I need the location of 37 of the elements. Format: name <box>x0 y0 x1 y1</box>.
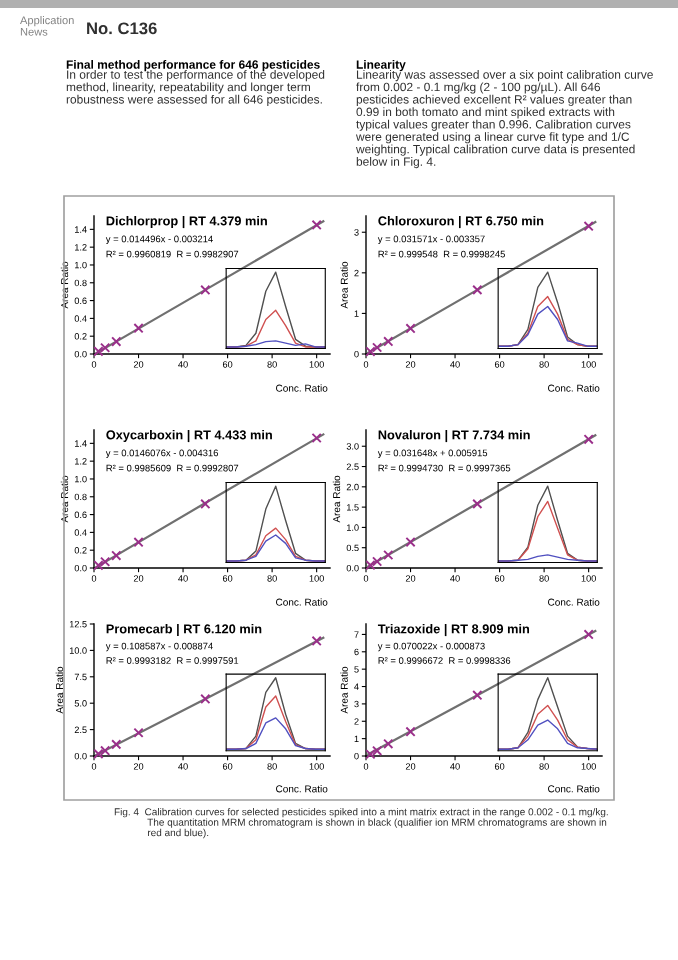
point <box>583 629 594 640</box>
point <box>383 549 394 561</box>
point <box>111 739 122 750</box>
point <box>472 284 483 296</box>
point <box>200 693 211 705</box>
point <box>100 745 111 756</box>
point <box>365 749 376 760</box>
point <box>383 336 394 347</box>
point <box>111 550 122 561</box>
point <box>111 336 122 347</box>
point <box>133 537 144 548</box>
point <box>100 342 111 353</box>
point <box>311 635 322 647</box>
point <box>133 727 144 738</box>
point <box>383 738 394 749</box>
text: No. C136 <box>87 22 157 35</box>
point <box>405 323 416 334</box>
point <box>133 323 144 334</box>
point <box>472 690 483 701</box>
point <box>93 748 104 760</box>
point <box>472 498 483 510</box>
point <box>405 726 416 737</box>
point <box>405 536 416 548</box>
point <box>100 556 111 567</box>
point <box>583 221 594 232</box>
point <box>200 498 211 510</box>
point <box>93 346 104 357</box>
point <box>311 219 322 231</box>
point <box>200 284 211 296</box>
point <box>365 346 376 357</box>
point <box>372 745 383 756</box>
point <box>372 342 383 353</box>
point <box>365 560 376 571</box>
point <box>93 560 104 571</box>
point <box>372 556 383 567</box>
point <box>583 434 594 445</box>
point <box>311 432 322 444</box>
